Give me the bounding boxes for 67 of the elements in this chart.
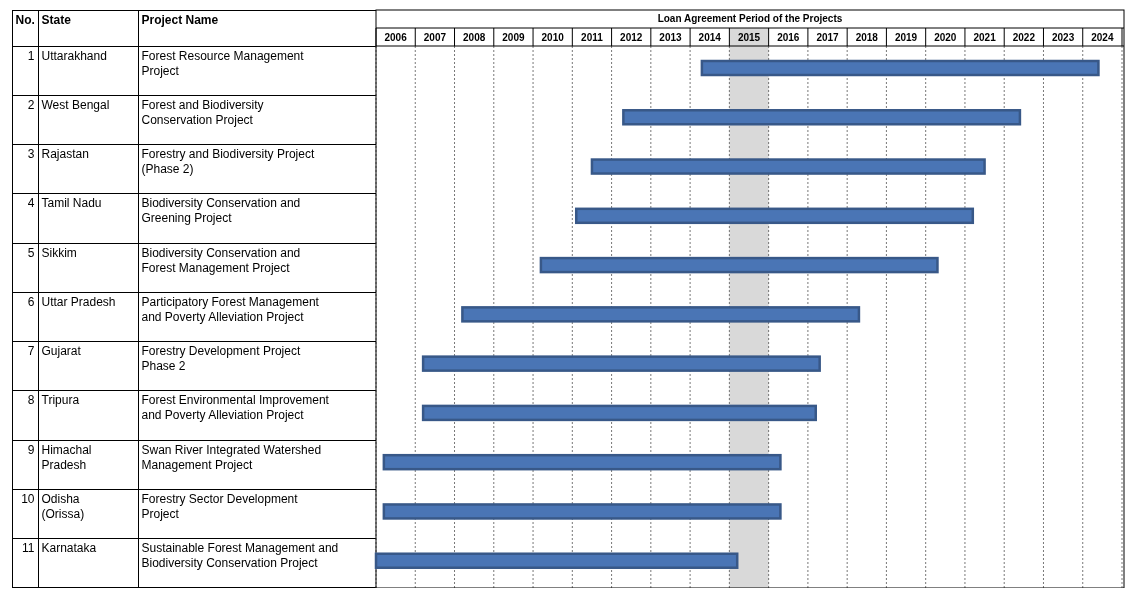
text: 4 [11,193,39,244]
text: West Bengal [41,97,111,113]
y-tick-label: Forest Resource Management Project [141,48,305,79]
y-tick-label: Swan River Integrated Watershed Management Project [141,442,323,473]
x-tick-label: 2008 [463,32,486,43]
x-tick-label: 2007 [423,32,447,43]
x-tick-label: 2014 [698,32,722,43]
x-tick-label: 2016 [777,32,800,43]
text: 7 [11,341,39,392]
text: Uttar Pradesh [41,294,117,310]
x-tick-label: 2006 [384,32,408,43]
x-tick-label: 2024 [1091,32,1114,43]
y-tick-label: Forest and Biodiversity Conservation Project [141,97,265,128]
text: Odisha (Orissa) [41,491,86,522]
bar [622,109,1022,126]
x-tick-label: 2011 [581,32,604,43]
bar [461,306,861,323]
text: Sikkim [41,245,78,261]
x-tick-label: 2013 [659,32,683,43]
x-tick-label: 2017 [816,32,840,43]
text: Karnataka [41,541,98,557]
x-tick-label: 2012 [620,32,643,43]
text: Tripura [41,393,81,409]
bar [590,158,986,175]
y-tick-label: Forestry Sector Development Project [141,491,299,522]
text: 1 [11,45,39,96]
text: Gujarat [41,344,82,360]
y-tick-label: Sustainable Forest Management and Biodiversity Conservation Project [141,541,340,572]
y-tick-label: Biodiversity Conservation and Greening Project [141,196,302,227]
bar [700,59,1100,77]
x-tick-label: 2019 [894,32,918,43]
x-tick-label: 2009 [502,32,525,43]
text: Project Name [137,9,377,47]
text: Tamil Nadu [41,196,103,212]
text: 6 [11,291,39,343]
text: No. [11,9,39,47]
text: Uttarakhand [41,48,108,64]
x-tick-label: 2023 [1051,32,1075,43]
y-tick-label: Forestry Development Project Phase 2 [141,344,302,375]
y-tick-label: Forest Environmental Improvement and Poverty Alleviation Project [141,393,330,424]
y-tick-label: Participatory Forest Management and Poverty Alleviation Project [141,294,320,325]
text: Himachal Pradesh [41,442,93,473]
text: 5 [11,242,39,293]
x-tick-label: 2018 [855,32,879,43]
text: 2 [11,94,39,146]
y-tick-label: Biodiversity Conservation and Forest Management Project [141,245,302,276]
text: 9 [11,439,39,490]
bar [421,404,817,422]
x-tick-label: 2020 [934,32,957,43]
text: Rajastan [41,147,90,163]
bar [382,453,782,471]
y-tick-label: Forestry and Biodiversity Project (Phase 2) [141,147,316,178]
bar [421,355,821,372]
text: 10 [11,488,39,540]
bar [539,256,939,274]
text: 3 [11,144,39,195]
bar [382,503,782,520]
bar [574,207,975,225]
x-tick-label: 2010 [541,32,565,43]
bar [374,552,739,569]
text: 8 [11,390,39,441]
text: State [37,9,139,47]
chart-title: Loan Agreement Period of the Projects [657,13,843,24]
x-tick-label: 2021 [973,32,997,43]
text: 11 [11,538,39,589]
x-tick-label: 2022 [1012,32,1036,43]
x-tick-label: 2015 [737,32,761,43]
